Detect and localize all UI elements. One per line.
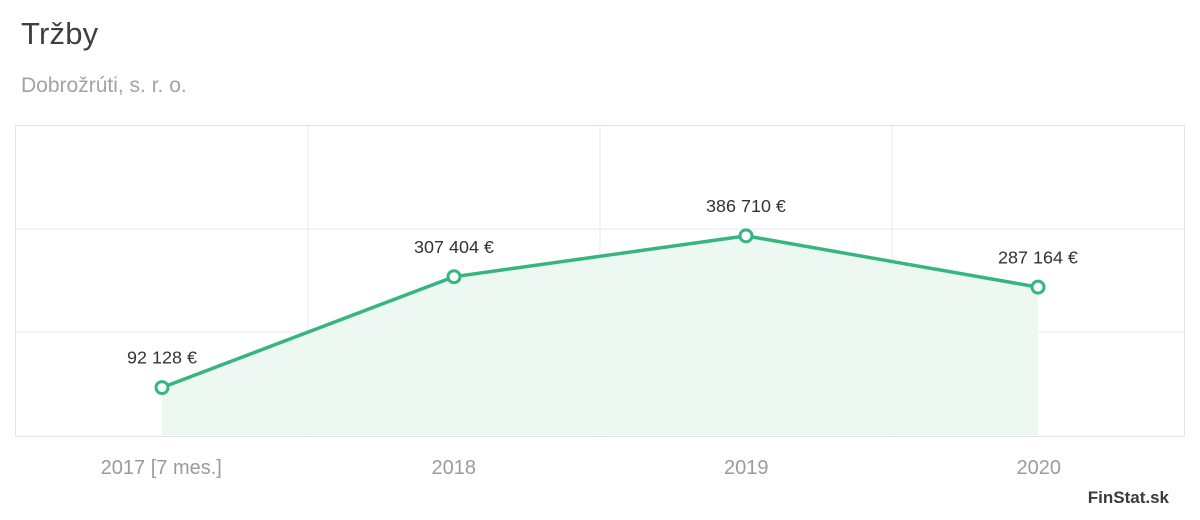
trend-line [160, 234, 1040, 390]
data-point-marker[interactable] [738, 228, 754, 244]
x-axis-label: 2019 [724, 457, 769, 479]
data-point-value-label: 307 404 € [414, 237, 494, 257]
chart-canvas: 92 128 € 307 404 € 386 710 € 287 164 € [16, 126, 1184, 436]
data-point-marker[interactable] [154, 380, 170, 396]
company-name: Dobrožrúti, s. r. o. [21, 74, 187, 97]
revenue-chart: 92 128 € 307 404 € 386 710 € 287 164 € [15, 125, 1185, 437]
finstat-watermark: FinStat.sk [1087, 488, 1169, 507]
x-axis-label: 2017 [7 mes.] [100, 457, 222, 479]
x-axis-label: 2020 [1016, 457, 1062, 479]
x-axis-label: 2018 [431, 457, 477, 479]
data-point-value-label: 92 128 € [127, 348, 197, 368]
page-title: Tržby [21, 16, 99, 51]
data-point-value-label: 287 164 € [998, 247, 1078, 267]
data-point-value-label: 386 710 € [706, 196, 786, 216]
x-axis-labels: 2017 [7 mes.] 2018 2019 2020 [15, 452, 1185, 484]
data-point-marker[interactable] [1030, 279, 1046, 295]
data-point-marker[interactable] [446, 269, 462, 285]
area-fill [162, 235, 1038, 436]
